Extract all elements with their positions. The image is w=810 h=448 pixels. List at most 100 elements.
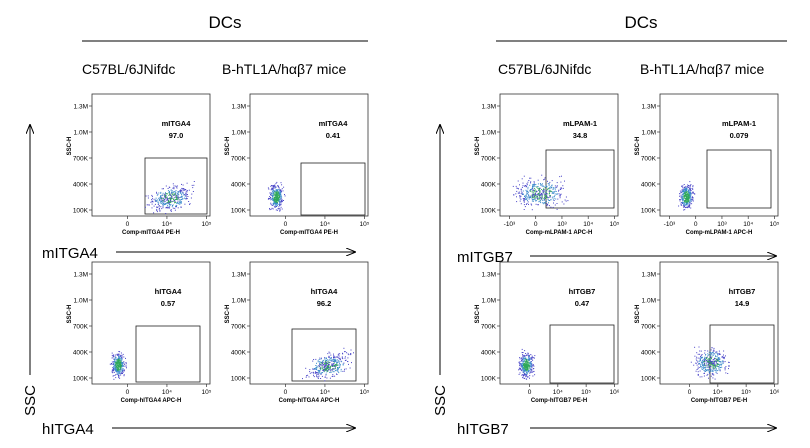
event-dot — [717, 354, 719, 356]
event-dot — [113, 368, 115, 370]
event-dot — [110, 363, 112, 365]
event-dot — [714, 362, 715, 364]
event-dot — [272, 188, 274, 190]
event-dot — [117, 365, 119, 367]
event-dot — [534, 197, 536, 199]
event-dot — [688, 206, 690, 208]
event-dot — [684, 201, 686, 203]
event-dot — [168, 200, 169, 202]
event-dot — [118, 377, 120, 379]
event-dot — [720, 364, 722, 366]
event-dot — [523, 367, 525, 369]
event-dot — [532, 185, 534, 187]
event-dot — [554, 185, 556, 187]
event-dot — [541, 196, 543, 198]
event-dot — [705, 354, 707, 355]
event-dot — [531, 194, 533, 196]
event-dot — [159, 202, 161, 204]
event-dot — [170, 198, 172, 200]
event-dot — [719, 369, 721, 371]
event-dot — [119, 359, 121, 361]
event-dot — [710, 354, 712, 356]
event-dot — [546, 205, 548, 207]
event-dot — [183, 188, 185, 189]
event-dot — [719, 352, 721, 354]
event-dot — [523, 201, 525, 203]
event-dot — [176, 196, 177, 198]
event-dot — [682, 193, 684, 195]
event-dot — [155, 200, 157, 202]
event-dot — [685, 185, 687, 187]
x-tick-label: 10⁴ — [162, 389, 172, 396]
event-dot — [120, 352, 122, 354]
event-dot — [112, 364, 114, 365]
event-dot — [182, 188, 184, 189]
event-dot — [696, 356, 698, 358]
event-dot — [170, 189, 172, 191]
event-dot — [121, 365, 123, 367]
event-dot — [328, 368, 330, 370]
event-dot — [716, 352, 718, 354]
event-dot — [702, 364, 703, 366]
event-dot — [277, 191, 279, 193]
event-dot — [530, 197, 532, 198]
event-dot — [272, 191, 274, 193]
event-dot — [520, 369, 522, 371]
event-dot — [116, 367, 118, 369]
event-dot — [684, 194, 686, 196]
event-dot — [313, 374, 314, 376]
event-dot — [713, 374, 715, 376]
event-dot — [523, 360, 525, 362]
event-dot — [172, 183, 174, 185]
event-dot — [158, 198, 160, 200]
event-dot — [518, 192, 520, 194]
event-dot — [331, 375, 333, 377]
event-dot — [278, 198, 280, 200]
event-dot — [172, 204, 174, 206]
event-dot — [528, 370, 530, 372]
event-dot — [113, 378, 115, 380]
event-dot — [169, 193, 170, 195]
event-dot — [689, 185, 691, 186]
event-dot — [549, 188, 551, 189]
event-dot — [112, 375, 114, 377]
event-dot — [113, 358, 115, 360]
event-dot — [708, 368, 710, 370]
event-dot — [526, 373, 528, 375]
event-dot — [695, 358, 697, 360]
event-dot — [276, 205, 278, 207]
event-dot — [119, 355, 121, 357]
event-dot — [520, 364, 522, 366]
event-dot — [333, 357, 334, 359]
event-dot — [526, 184, 528, 186]
event-dot — [529, 365, 531, 367]
event-dot — [174, 193, 176, 195]
event-dot — [161, 194, 163, 196]
event-dot — [682, 191, 684, 193]
event-dot — [538, 194, 540, 196]
event-dot — [324, 359, 326, 361]
event-dot — [525, 365, 527, 367]
event-dot — [698, 362, 700, 364]
event-dot — [692, 185, 694, 187]
event-dot — [525, 363, 527, 365]
event-dot — [157, 206, 159, 208]
event-dot — [692, 188, 694, 190]
gate-percentage: 14.9 — [735, 299, 750, 308]
event-dot — [117, 363, 119, 365]
gate-rect — [291, 328, 357, 382]
event-dot — [533, 182, 535, 184]
x-tick-label: 10⁶ — [610, 389, 620, 396]
event-dot — [549, 195, 551, 196]
event-dot — [271, 199, 273, 200]
event-dot — [522, 370, 524, 372]
event-dot — [531, 187, 533, 189]
event-dot — [155, 200, 157, 202]
event-dot — [717, 357, 719, 358]
x-tick-label: 10⁵ — [201, 221, 211, 228]
event-dot — [152, 201, 154, 203]
event-dot — [115, 361, 117, 363]
event-dot — [333, 368, 335, 370]
y-tick-label: 400K — [641, 182, 657, 189]
event-dot — [280, 190, 282, 192]
